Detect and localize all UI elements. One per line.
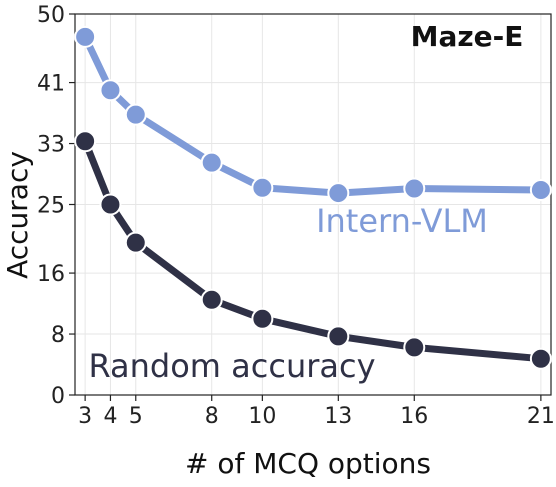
x-tick-label: 13 <box>324 404 352 429</box>
x-tick-label: 5 <box>129 404 143 429</box>
x-tick-label: 10 <box>248 404 276 429</box>
x-tick-label: 8 <box>205 404 219 429</box>
data-point-random-accuracy <box>99 193 122 216</box>
series-line-intern-vlm <box>81 33 545 197</box>
series-label-intern-vlm: Intern-VLM <box>316 202 488 240</box>
grid <box>75 13 551 396</box>
y-tick-label: 25 <box>37 194 65 219</box>
data-point-random-accuracy <box>251 307 274 330</box>
x-tick-label: 16 <box>400 404 428 429</box>
data-point-intern-vlm <box>200 151 223 174</box>
data-point-random-accuracy <box>200 288 223 311</box>
data-point-intern-vlm <box>403 177 426 200</box>
data-point-intern-vlm <box>74 25 97 48</box>
series-label-random-accuracy: Random accuracy <box>88 347 375 385</box>
data-point-random-accuracy <box>327 325 350 348</box>
y-tick-label: 8 <box>51 323 65 348</box>
x-tick-label: 4 <box>103 404 117 429</box>
data-point-random-accuracy <box>403 336 426 359</box>
data-point-intern-vlm <box>251 176 274 199</box>
y-tick-label: 41 <box>37 72 65 97</box>
data-point-intern-vlm <box>124 103 147 126</box>
y-axis-title: Accuracy <box>1 151 34 279</box>
series-random-accuracy <box>74 130 552 370</box>
y-tick-label: 50 <box>37 3 65 28</box>
y-tick-label: 16 <box>37 262 65 287</box>
series-group <box>74 25 552 370</box>
x-tick-label: 21 <box>527 404 555 429</box>
y-tick-label: 33 <box>37 133 65 158</box>
chart-title: Maze-E <box>411 20 524 53</box>
data-point-intern-vlm <box>99 79 122 102</box>
y-axis-ticks: 0 8 16 25 33 41 50 <box>37 3 75 409</box>
series-line-random-accuracy <box>81 137 545 363</box>
data-point-random-accuracy <box>529 347 552 370</box>
x-axis-title: # of MCQ options <box>185 447 431 480</box>
x-axis-ticks: 3 4 5 8 10 13 16 21 <box>78 395 555 429</box>
x-tick-label: 3 <box>78 404 92 429</box>
data-point-random-accuracy <box>124 231 147 254</box>
series-intern-vlm <box>74 25 552 205</box>
data-point-intern-vlm <box>529 179 552 202</box>
y-tick-label: 0 <box>51 384 65 409</box>
data-point-intern-vlm <box>327 182 350 205</box>
data-point-random-accuracy <box>74 130 97 153</box>
